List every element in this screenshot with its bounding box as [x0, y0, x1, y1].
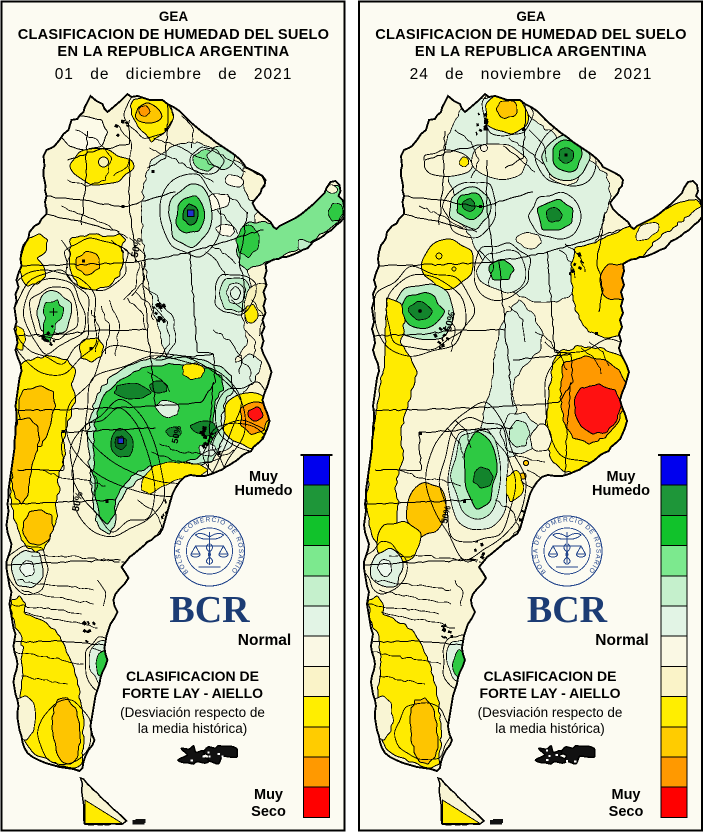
svg-text:FORTE LAY - AIELLO: FORTE LAY - AIELLO: [479, 685, 620, 701]
svg-text:CLASIFICACION DE: CLASIFICACION DE: [484, 668, 617, 684]
svg-text:Normal: Normal: [595, 632, 648, 649]
svg-text:(Desviación respecto de: (Desviación respecto de: [478, 705, 623, 720]
svg-text:EN LA REPUBLICA ARGENTINA: EN LA REPUBLICA ARGENTINA: [415, 44, 647, 60]
svg-text:Muy: Muy: [254, 787, 283, 803]
svg-text:Seco: Seco: [609, 804, 644, 820]
svg-text:EN LA REPUBLICA ARGENTINA: EN LA REPUBLICA ARGENTINA: [57, 44, 289, 60]
svg-text:50%: 50%: [130, 237, 145, 259]
svg-text:FORTE LAY - AIELLO: FORTE LAY - AIELLO: [122, 685, 263, 701]
svg-text:CLASIFICACION DE HUMEDAD DEL S: CLASIFICACION DE HUMEDAD DEL SUELO: [18, 27, 329, 43]
svg-text:50%: 50%: [71, 491, 86, 513]
svg-text:24 de noviembre de 2021: 24 de noviembre de 2021: [410, 66, 653, 83]
svg-text:50%: 50%: [443, 311, 458, 333]
svg-text:BCR: BCR: [527, 589, 608, 631]
svg-text:Humedo: Humedo: [592, 483, 650, 499]
svg-text:Normal: Normal: [238, 632, 291, 649]
svg-text:Humedo: Humedo: [235, 483, 293, 499]
svg-text:50%: 50%: [439, 505, 453, 525]
svg-text:Muy: Muy: [249, 469, 278, 485]
svg-text:GEA: GEA: [516, 9, 546, 24]
svg-text:la media histórica): la media histórica): [495, 721, 605, 736]
svg-text:Muy: Muy: [607, 469, 636, 485]
svg-text:GEA: GEA: [159, 9, 189, 24]
svg-text:BCR: BCR: [169, 589, 250, 631]
svg-text:Seco: Seco: [251, 804, 286, 820]
svg-text:(Desviación respecto de: (Desviación respecto de: [120, 705, 265, 720]
svg-text:Muy: Muy: [612, 787, 641, 803]
svg-text:CLASIFICACION DE HUMEDAD DEL S: CLASIFICACION DE HUMEDAD DEL SUELO: [375, 27, 686, 43]
svg-text:50%: 50%: [170, 425, 184, 445]
svg-text:01 de diciembre de 2021: 01 de diciembre de 2021: [55, 66, 293, 83]
svg-text:CLASIFICACION DE: CLASIFICACION DE: [126, 668, 259, 684]
svg-text:la media histórica): la media histórica): [138, 721, 248, 736]
